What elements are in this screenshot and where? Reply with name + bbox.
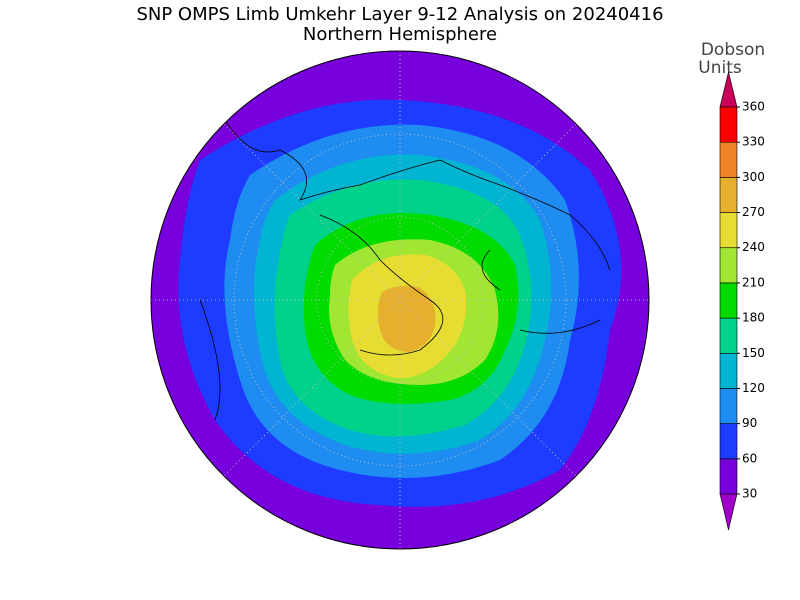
contour-region [377, 285, 436, 352]
colorbar-band [719, 212, 738, 249]
colorbar-band [719, 423, 738, 460]
map-border [150, 50, 650, 550]
colorbar-tick-label: 120 [742, 381, 765, 395]
ozone-map [151, 51, 649, 549]
title: SNP OMPS Limb Umkehr Layer 9-12 Analysis… [136, 4, 663, 25]
colorbar-band [719, 352, 738, 389]
subtitle: Northern Hemisphere [303, 24, 497, 45]
colorbar-band [719, 247, 738, 284]
colorbar-tick-label: 210 [742, 275, 765, 289]
colorbar-label: Units [698, 58, 742, 78]
coastline [199, 119, 611, 421]
colorbar-band [719, 388, 738, 424]
colorbar-band [719, 177, 738, 213]
meridian [223, 123, 577, 477]
colorbar-tick-label: 240 [742, 240, 765, 254]
colorbar-label: Dobson [701, 40, 765, 60]
colorbar-tick-label: 30 [742, 487, 757, 501]
colorbar-band [719, 317, 738, 354]
colorbar-band [719, 141, 738, 178]
colorbar-tick-label: 330 [742, 135, 765, 149]
colorbar-tick-label: 60 [742, 451, 757, 465]
colorbar-tick-label: 180 [742, 311, 765, 325]
colorbar-band [719, 282, 738, 319]
colorbar: 30 60 90 120 150 180 210 240 270 300 330 360 [719, 71, 765, 531]
colorbar-tick-label: 270 [742, 205, 765, 219]
colorbar-extension [719, 493, 738, 531]
colorbar-tick-label: 360 [742, 100, 765, 114]
colorbar-band [719, 458, 738, 495]
colorbar-tick-label: 150 [742, 346, 765, 360]
latitude-circle [233, 133, 567, 467]
colorbar-band [719, 106, 738, 143]
colorbar-tick-label: 300 [742, 170, 765, 184]
colorbar-tick-label: 90 [742, 416, 757, 430]
